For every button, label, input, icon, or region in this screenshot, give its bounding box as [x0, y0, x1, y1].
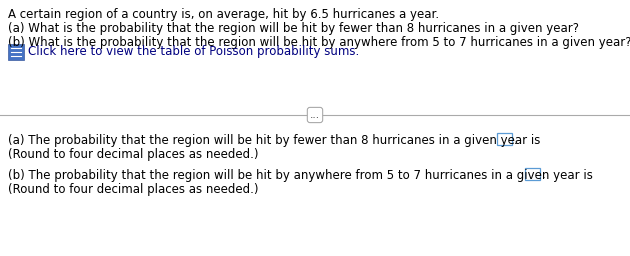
Text: A certain region of a country is, on average, hit by 6.5 hurricanes a year.: A certain region of a country is, on ave… [8, 8, 439, 21]
Bar [497, 133, 512, 145]
Text: (b) The probability that the region will be hit by anywhere from 5 to 7 hurrican: (b) The probability that the region will… [8, 169, 593, 182]
Text: .: . [514, 133, 518, 146]
Text: (a) What is the probability that the region will be hit by fewer than 8 hurrican: (a) What is the probability that the reg… [8, 22, 579, 35]
Bar [525, 168, 540, 180]
Text: (Round to four decimal places as needed.): (Round to four decimal places as needed.… [8, 183, 258, 196]
Text: (b) What is the probability that the region will be hit by anywhere from 5 to 7 : (b) What is the probability that the reg… [8, 36, 630, 49]
Bar [8, 44, 24, 60]
Text: (a) The probability that the region will be hit by fewer than 8 hurricanes in a : (a) The probability that the region will… [8, 134, 541, 147]
Text: (Round to four decimal places as needed.): (Round to four decimal places as needed.… [8, 148, 258, 161]
Text: .: . [542, 168, 546, 182]
Text: Click here to view the table of Poisson probability sums.: Click here to view the table of Poisson … [28, 46, 359, 59]
Text: ...: ... [310, 110, 320, 120]
